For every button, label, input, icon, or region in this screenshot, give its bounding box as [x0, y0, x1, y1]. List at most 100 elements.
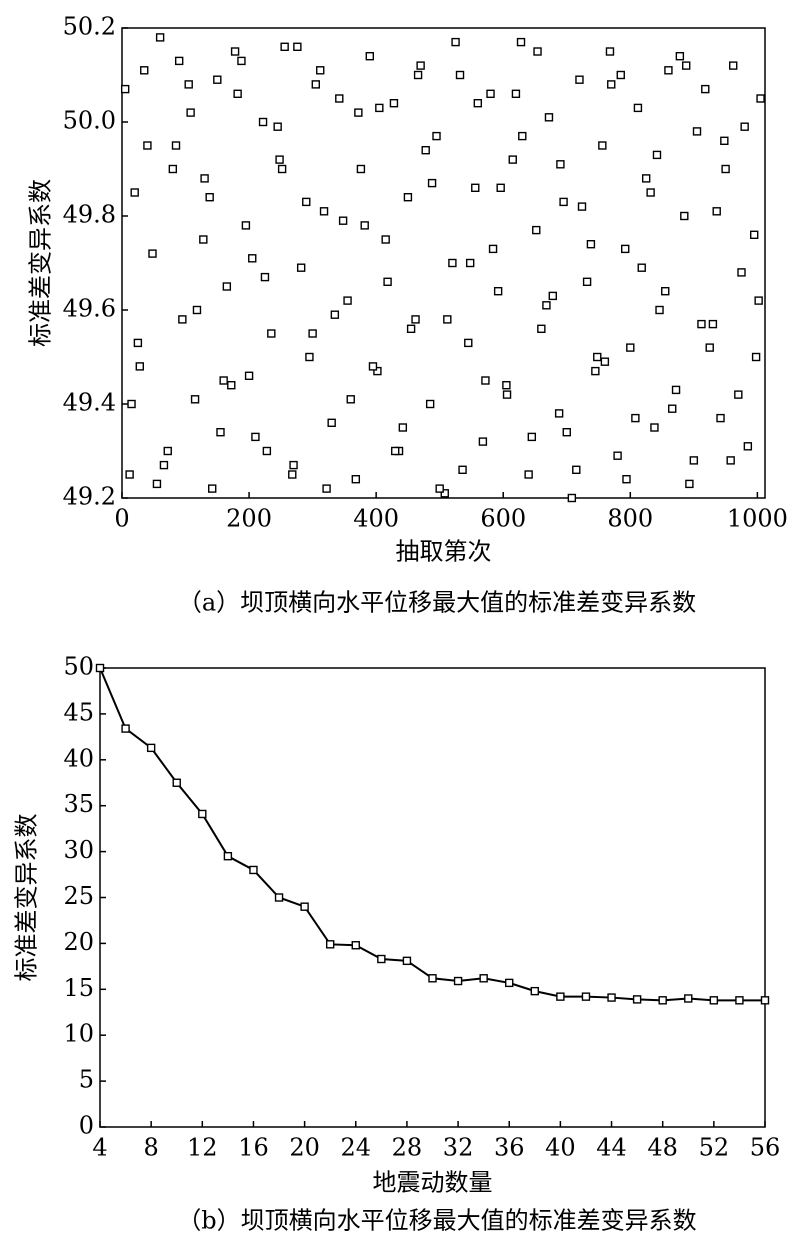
scatter-point: [655, 305, 664, 315]
y-tick-label: 10: [63, 1020, 94, 1048]
scatter-point: [354, 108, 363, 117]
line-marker: [274, 893, 284, 902]
scatter-point: [186, 108, 195, 117]
scatter-point: [661, 287, 670, 296]
scatter-point: [511, 89, 521, 99]
x-tick-label: 16: [238, 1134, 269, 1162]
scatter-point: [133, 338, 143, 348]
scatter-point: [488, 244, 498, 254]
scatter-point: [403, 192, 413, 202]
x-tick-label: 52: [699, 1134, 730, 1162]
scatter-point: [435, 484, 444, 493]
scatter-point: [646, 188, 655, 197]
scatter-point: [621, 244, 630, 254]
scatter-point: [537, 324, 546, 333]
scatter-point: [425, 399, 435, 409]
scatter-point: [607, 80, 616, 89]
scatter-point: [365, 52, 374, 61]
scatter-point: [120, 84, 130, 94]
scatter-point: [241, 221, 251, 230]
scatter-point: [451, 37, 460, 47]
scatter-point: [729, 61, 738, 70]
line-marker: [607, 993, 616, 1002]
x-tick-label: 600: [480, 505, 526, 533]
scatter-point: [508, 155, 517, 164]
x-tick-label: 4: [92, 1134, 107, 1162]
x-tick-label: 200: [226, 505, 272, 533]
scatter-point: [159, 460, 169, 470]
line-marker: [735, 996, 744, 1005]
scatter-point: [227, 381, 236, 390]
y-tick-label: 45: [63, 698, 94, 726]
x-tick-label: 400: [353, 505, 399, 533]
x-axis-label: 地震动数量: [373, 1169, 493, 1197]
scatter-point: [650, 423, 659, 432]
scatter-point: [471, 183, 480, 193]
scatter-point: [219, 376, 228, 385]
line-marker: [530, 986, 540, 996]
line-marker: [95, 663, 105, 673]
scatter-point: [682, 61, 691, 70]
scatter-point: [288, 470, 297, 479]
scatter-point: [721, 164, 730, 174]
scatter-point: [373, 366, 382, 376]
y-tick-label: 49.2: [63, 483, 116, 511]
scatter-point: [689, 456, 699, 465]
scatter-point: [356, 164, 366, 174]
scatter-point: [680, 211, 689, 221]
scatter-point: [464, 338, 473, 348]
line-marker: [402, 956, 412, 966]
scatter-point: [577, 202, 587, 211]
line-marker: [198, 809, 207, 819]
scatter-point: [756, 94, 765, 103]
y-tick-label: 5: [79, 1066, 94, 1094]
scatter-point: [496, 183, 505, 193]
scatter-point: [600, 357, 610, 366]
scatter-point: [593, 352, 602, 362]
scatter-point: [155, 33, 165, 42]
scatter-point: [216, 428, 225, 437]
scatter-point: [351, 475, 361, 484]
scatter-point: [275, 155, 284, 164]
scatter-point: [322, 484, 331, 493]
scatter-point: [143, 141, 152, 150]
scatter-point: [705, 343, 714, 352]
x-tick-label: 44: [596, 1134, 627, 1162]
line-marker: [121, 724, 130, 733]
scatter-point: [455, 70, 465, 80]
line-marker: [505, 978, 514, 988]
scatter-point: [554, 409, 564, 418]
scatter-point: [222, 282, 232, 291]
scatter-point: [368, 362, 378, 371]
scatter-point: [427, 178, 437, 188]
y-tick-label: 0: [79, 1112, 94, 1140]
scatter-point: [734, 390, 743, 399]
y-tick-label: 50.2: [63, 13, 116, 41]
line-marker: [581, 992, 591, 1001]
scatter-point: [251, 432, 260, 442]
x-tick-label: 48: [647, 1134, 678, 1162]
scatter-point: [716, 413, 725, 423]
scatter-point: [586, 239, 596, 249]
scatter-point: [740, 122, 749, 131]
scatter-point: [273, 122, 282, 131]
scatter-point: [737, 268, 746, 277]
scatter-point: [720, 136, 729, 146]
y-tick-label: 35: [63, 790, 94, 818]
x-tick-label: 0: [114, 505, 129, 533]
line-marker: [300, 902, 309, 911]
line-marker: [172, 778, 181, 787]
scatter-point: [416, 61, 425, 70]
line-series: [99, 667, 765, 1002]
y-tick-label: 30: [63, 836, 94, 864]
scatter-point: [174, 56, 184, 66]
scatter-point: [208, 484, 217, 493]
scatter-point: [697, 319, 706, 329]
scatter-point: [751, 352, 761, 362]
scatter-point: [685, 479, 694, 489]
scatter-point: [260, 272, 270, 282]
x-tick-label: 12: [187, 1134, 218, 1162]
y-axis-label: 标准差变异系数: [13, 814, 41, 982]
scatter-point: [633, 103, 643, 113]
scatter-point: [305, 352, 314, 362]
